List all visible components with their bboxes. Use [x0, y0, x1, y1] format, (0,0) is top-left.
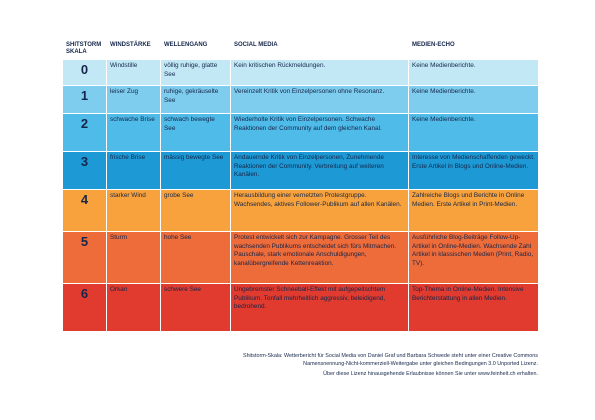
table-row: 1 leiser Zug ruhige, gekräuselte See Verein… — [62, 85, 539, 114]
cell: völlig ruhige, glatte See — [160, 59, 231, 86]
cell: hohe See — [160, 231, 231, 284]
cell: starker Wind — [106, 189, 161, 232]
cell: schwach bewegte See — [160, 113, 231, 152]
header-row: SHITSTORM SKALA WINDSTÄRKE WELLENGANG SOCIA… — [62, 38, 539, 60]
cell: Keine Medienberichte. — [408, 113, 539, 152]
cell: Ungebremster Schneeball-Effekt mit aufge… — [230, 283, 409, 332]
table-row: 2 schwache Brise schwach bewegte See Wieder… — [62, 113, 539, 152]
scale-level: 3 — [62, 151, 107, 190]
cell: frische Brise — [106, 151, 161, 190]
scale-level: 1 — [62, 85, 107, 114]
column-header: WINDSTÄRKE — [106, 38, 161, 60]
column-header: WELLENGANG — [160, 38, 231, 60]
cell: ruhige, gekräuselte See — [160, 85, 231, 114]
cell: Andauernde Kritik von Einzelpersonen, Zu… — [230, 151, 409, 190]
shitstorm-table: SHITSTORM SKALA WINDSTÄRKE WELLENGANG SOCIA… — [62, 38, 539, 332]
scale-level: 2 — [62, 113, 107, 152]
cell: Top-Thema in Online-Medien. Intensive Be… — [408, 283, 539, 332]
cell: schwere See — [160, 283, 231, 332]
cell: Ausführliche Blog-Beiträge Follow-Up-Art… — [408, 231, 539, 284]
footer-line: Shitstorm-Skala: Wetterbericht für Socia… — [242, 353, 538, 367]
column-header: MEDIEN-ECHO — [408, 38, 539, 60]
table-body: 0 Windstille völlig ruhige, glatte See Kein… — [62, 59, 539, 332]
cell: grobe See — [160, 189, 231, 232]
table-row: 4 starker Wind grobe See Herausbildung eine… — [62, 189, 539, 232]
table-row: 3 frische Brise mässig bewegte See Andauern… — [62, 151, 539, 190]
cell: Keine Medienberichte. — [408, 59, 539, 86]
cell: Windstille — [106, 59, 161, 86]
cell: Sturm — [106, 231, 161, 284]
cell: Protest entwickelt sich zur Kampagne. Gr… — [230, 231, 409, 284]
column-header: SHITSTORM SKALA — [62, 38, 107, 60]
cell: Wiederholte Kritik von Einzelpersonen. S… — [230, 113, 409, 152]
scale-level: 4 — [62, 189, 107, 232]
cell: Orkan — [106, 283, 161, 332]
cell: Zahlreiche Blogs und Berichte in Online … — [408, 189, 539, 232]
scale-level: 5 — [62, 231, 107, 284]
scale-level: 0 — [62, 59, 107, 86]
cell: schwache Brise — [106, 113, 161, 152]
table-row: 5 Sturm hohe See Protest entwickelt sich zu… — [62, 231, 539, 284]
scale-level: 6 — [62, 283, 107, 332]
table-row: 6 Orkan schwere See Ungebremster Schneeball… — [62, 283, 539, 332]
table-row: 0 Windstille völlig ruhige, glatte See Kein… — [62, 59, 539, 86]
cell: leiser Zug — [106, 85, 161, 114]
footer-line: Über diese Lizenz hinausgehende Erlaubni… — [323, 371, 538, 378]
cell: Herausbildung einer vernetzten Protestgr… — [230, 189, 409, 232]
column-header: SOCIAL MEDIA — [230, 38, 409, 60]
cell: Keine Medienberichte. — [408, 85, 539, 114]
cell: Interesse von Medienschaffenden geweckt.… — [408, 151, 539, 190]
footer: Shitstorm-Skala: Wetterbericht für Socia… — [200, 353, 538, 382]
cell: mässig bewegte See — [160, 151, 231, 190]
cell: Kein kritischen Rückmeldungen. — [230, 59, 409, 86]
cell: Vereinzelt Kritik von Einzelpersonen ohn… — [230, 85, 409, 114]
